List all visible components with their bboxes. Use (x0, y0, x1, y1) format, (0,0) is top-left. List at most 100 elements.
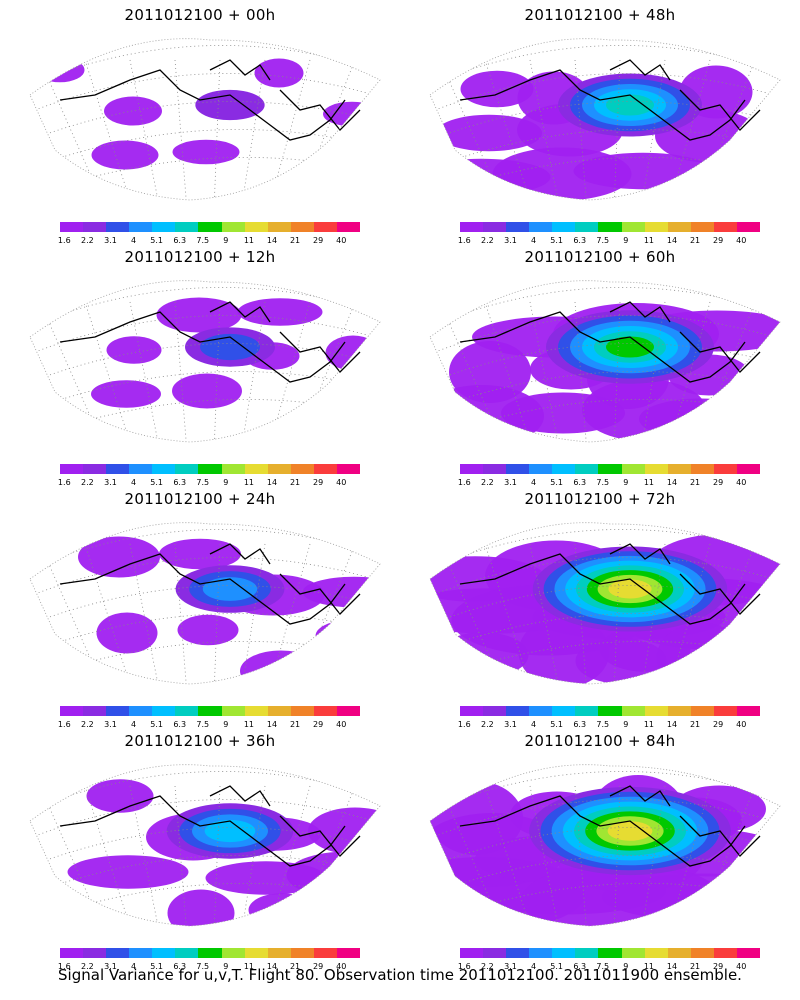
colorbar-tick-label: 29 (713, 720, 724, 729)
colorbar-tick-label: 5.1 (150, 720, 163, 729)
colorbar-swatch (529, 222, 553, 232)
colorbar-swatch (313, 948, 337, 958)
colorbar-tick-label: 14 (666, 720, 678, 729)
variance-contour (436, 114, 542, 152)
colorbar-tick-label: 6.3 (573, 720, 587, 729)
variance-contour (35, 57, 85, 83)
colorbar-swatch (129, 948, 153, 958)
colorbar-tick-label: 2.2 (481, 720, 494, 729)
longitude-line (529, 543, 561, 684)
colorbar-swatch (60, 706, 84, 716)
colorbar-swatch (60, 464, 84, 474)
colorbar-tick-label: 6.3 (573, 478, 587, 487)
map-boundary (429, 280, 781, 443)
variance-contour (86, 779, 154, 813)
colorbar-swatch (644, 222, 668, 232)
colorbar-swatch (644, 948, 668, 958)
shaded-field (30, 45, 380, 200)
colorbar-tick-label: 9 (623, 236, 629, 245)
colorbar-tick-label: 6.3 (173, 962, 187, 971)
colorbar-swatch (598, 948, 622, 958)
colorbar-swatch (690, 464, 714, 474)
colorbar-tick-label: 6.3 (173, 236, 187, 245)
colorbar-swatch (621, 464, 645, 474)
variance-contour (315, 620, 377, 652)
colorbar-swatch (290, 464, 314, 474)
latitude-line (30, 855, 380, 899)
colorbar-swatch (152, 706, 176, 716)
colorbar-tick-label: 4 (130, 720, 137, 729)
variance-contour (177, 614, 239, 646)
colorbar-tick-label: 1.6 (457, 962, 471, 971)
coastline (609, 301, 671, 323)
colorbar-swatch (60, 948, 84, 958)
variance-contour (237, 298, 323, 326)
longitude-line (129, 301, 161, 442)
colorbar-tick-label: 29 (313, 720, 324, 729)
latitude-line (430, 613, 780, 657)
colorbar-swatch (644, 706, 668, 716)
longitude-line (129, 785, 161, 926)
colorbar-tick-label: 1.6 (57, 478, 71, 487)
colorbar-tick-label: 6.3 (573, 236, 587, 245)
colorbar-swatch (736, 706, 761, 716)
colorbar (460, 222, 761, 234)
variance-contour (172, 139, 240, 165)
coastline (279, 573, 361, 615)
longitude-line (694, 301, 756, 442)
colorbar-tick-label: 6.3 (173, 478, 187, 487)
colorbar (60, 222, 361, 234)
colorbar-swatch (621, 222, 645, 232)
coastline (59, 795, 346, 867)
colorbar-swatch (644, 464, 668, 474)
colorbar (460, 948, 761, 960)
colorbar-labels: 1.6 2.2 3.1 4 5.1 6.3 7.5 9 11 14 21 29 40 (457, 478, 760, 488)
latitude-line (30, 45, 380, 89)
colorbar-tick-label: 1.6 (457, 478, 471, 487)
colorbar-labels: 1.6 2.2 3.1 4 5.1 6.3 7.5 9 11 14 21 29 40 (457, 962, 760, 972)
map-boundary (429, 522, 781, 685)
colorbar-swatch (129, 222, 153, 232)
colorbar-tick-label: 11 (243, 478, 255, 487)
shaded-field (30, 287, 380, 442)
variance-map (29, 764, 381, 927)
map-boundary (29, 764, 381, 927)
longitude-line (294, 543, 356, 684)
colorbar-tick-label: 5.1 (150, 962, 163, 971)
colorbar-tick-label: 2.2 (481, 962, 494, 971)
variance-map (429, 764, 781, 927)
colorbar (60, 948, 361, 960)
panel-title: 2011012100 + 84h (524, 732, 676, 750)
longitude-line (129, 59, 161, 200)
colorbar-tick-label: 11 (643, 478, 655, 487)
panel-title: 2011012100 + 60h (524, 248, 676, 266)
colorbar-tick-label: 11 (643, 720, 655, 729)
colorbar-swatch (690, 706, 714, 716)
coastline (279, 89, 361, 131)
colorbar-tick-label: 4 (130, 236, 137, 245)
colorbar-tick-label: 7.5 (196, 236, 210, 245)
coastline (209, 785, 271, 807)
colorbar-tick-label: 21 (289, 720, 301, 729)
colorbar-tick-label: 9 (623, 720, 629, 729)
variance-contour (254, 58, 304, 88)
colorbar-swatch (460, 706, 484, 716)
colorbar-tick-label: 4 (530, 720, 537, 729)
coastline (59, 553, 346, 625)
colorbar-swatch (198, 948, 222, 958)
colorbar-labels: 1.6 2.2 3.1 4 5.1 6.3 7.5 9 11 14 21 29 40 (58, 962, 360, 972)
variance-contour (91, 380, 161, 408)
variance-contour (240, 650, 322, 684)
colorbar-swatch (529, 706, 553, 716)
colorbar-swatch (83, 464, 107, 474)
colorbar-tick-label: 5.1 (550, 236, 563, 245)
colorbar-tick-label: 7.5 (596, 236, 610, 245)
colorbar-tick-label: 2.2 (81, 962, 94, 971)
longitude-line (529, 301, 561, 442)
colorbar-tick-label: 3.1 (104, 478, 117, 487)
variance-contour (248, 893, 316, 926)
colorbar-tick-label: 21 (689, 478, 701, 487)
variance-contour (200, 333, 260, 361)
colorbar-tick-label: 14 (666, 478, 678, 487)
colorbar-tick-label: 29 (313, 962, 324, 971)
